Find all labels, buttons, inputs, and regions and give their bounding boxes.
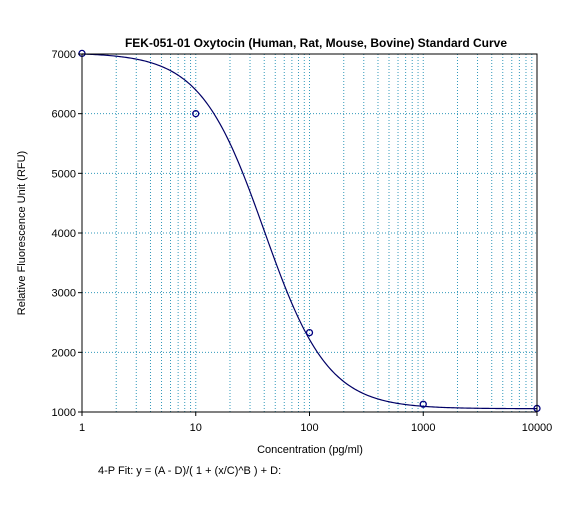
fit-equation: 4-P Fit: y = (A - D)/( 1 + (x/C)^B ) + D… — [98, 465, 281, 477]
grid — [82, 54, 537, 412]
x-axis-label: Concentration (pg/ml) — [257, 444, 363, 456]
y-axis-ticks: 1000 2000 3000 4000 5000 6000 7000 — [52, 49, 82, 419]
plot-frame — [81, 53, 538, 413]
fit-curve — [81, 53, 537, 410]
chart-title: FEK-051-01 Oxytocin (Human, Rat, Mouse, … — [125, 36, 507, 50]
y-axis-label: Relative Fluorescence Unit (RFU) — [16, 151, 28, 315]
data-point — [192, 110, 200, 118]
data-point — [419, 400, 427, 408]
x-axis-ticks: 1 10 100 1000 10000 — [79, 412, 552, 434]
y-tick-label: 6000 — [52, 109, 76, 121]
y-tick-label: 1000 — [52, 407, 76, 419]
y-tick-label: 4000 — [52, 228, 76, 240]
y-tick-label: 5000 — [52, 168, 76, 180]
x-tick-label: 10 — [190, 422, 202, 434]
x-tick-label: 1000 — [411, 422, 435, 434]
x-tick-label: 100 — [300, 422, 318, 434]
fit-curve-group — [81, 53, 537, 410]
x-tick-label: 10000 — [522, 422, 553, 434]
y-tick-label: 7000 — [52, 49, 76, 61]
x-tick-label: 1 — [79, 422, 85, 434]
y-tick-label: 2000 — [52, 347, 76, 359]
data-point — [305, 328, 314, 337]
y-tick-label: 3000 — [52, 288, 76, 300]
